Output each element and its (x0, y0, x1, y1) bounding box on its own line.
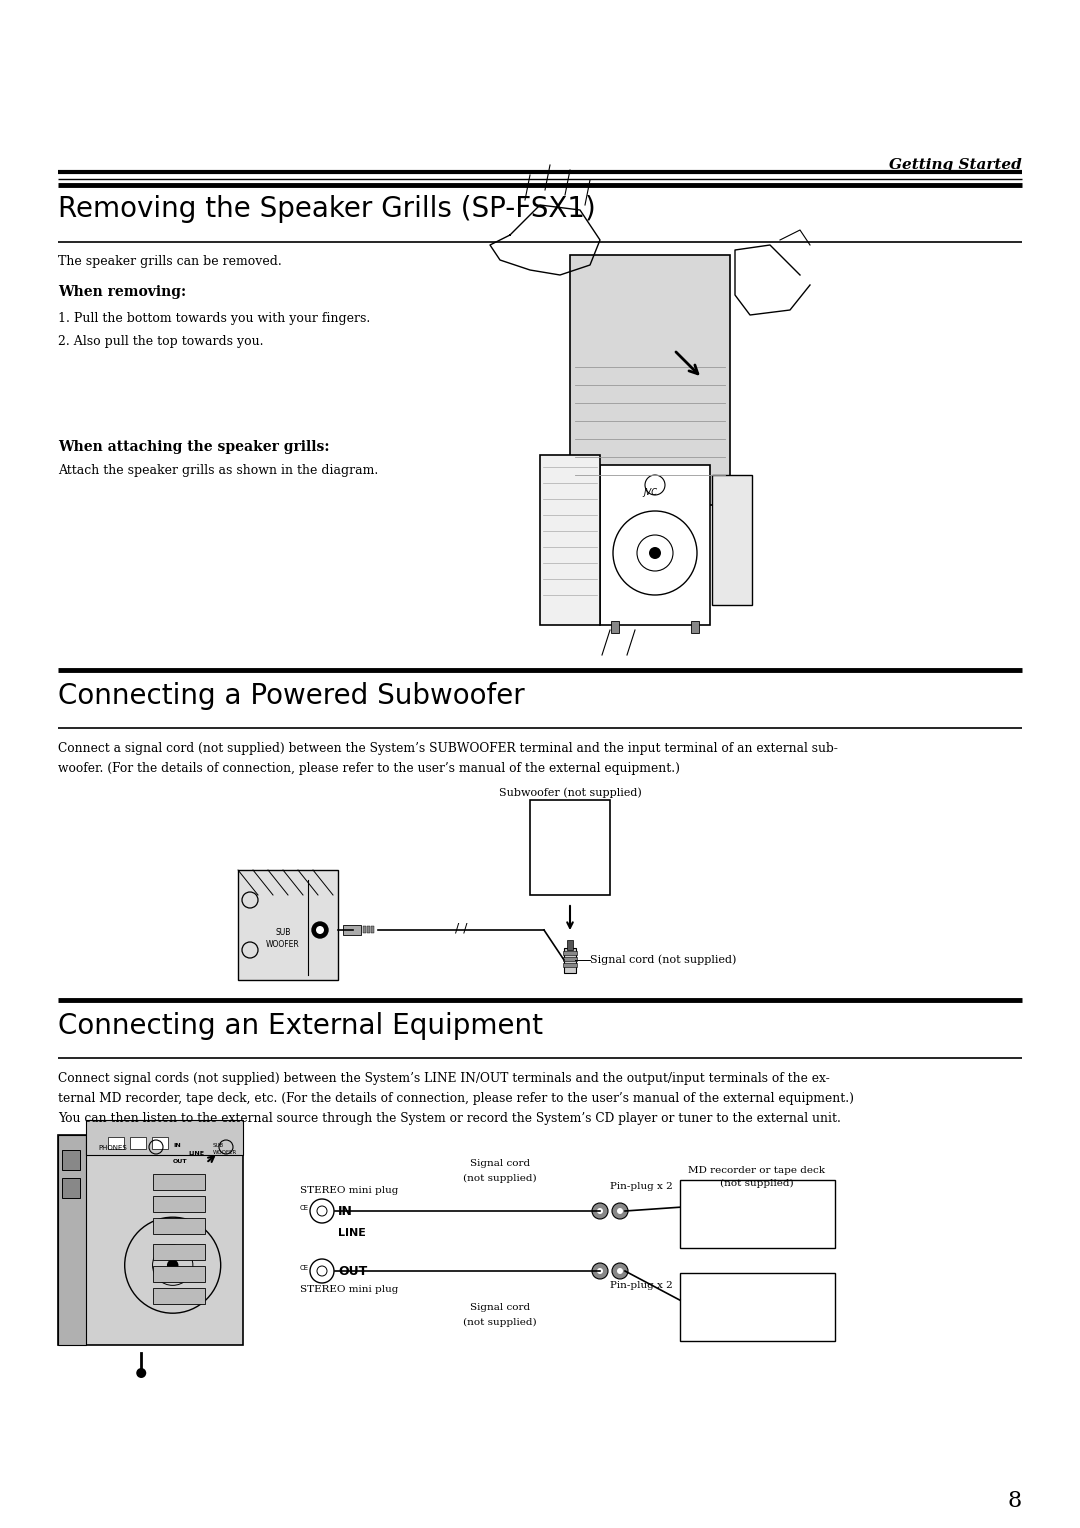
Bar (153, 1267, 205, 1282)
Text: When attaching the speaker grills:: When attaching the speaker grills: (58, 440, 329, 454)
Bar (153, 1244, 205, 1261)
Circle shape (597, 1268, 603, 1274)
Bar (153, 1174, 205, 1190)
Text: Getting Started: Getting Started (889, 157, 1022, 173)
Text: Pin-plug x 2: Pin-plug x 2 (610, 1280, 673, 1290)
Circle shape (592, 1203, 608, 1219)
Text: (not supplied): (not supplied) (720, 1180, 794, 1187)
Text: STEREO mini plug: STEREO mini plug (300, 1186, 399, 1195)
Text: WOOFER: WOOFER (213, 1151, 238, 1155)
Text: Connect signal cords (not supplied) between the System’s LINE IN/OUT terminals a: Connect signal cords (not supplied) betw… (58, 1073, 829, 1085)
Text: STEREO mini plug: STEREO mini plug (300, 1285, 399, 1294)
Bar (567, 940, 573, 950)
Bar (62, 1151, 80, 1170)
Text: Subwoofer (not supplied): Subwoofer (not supplied) (499, 787, 642, 798)
Text: / /: / / (455, 921, 468, 935)
Text: IN: IN (338, 1206, 353, 1218)
Text: Removing the Speaker Grills (SP-FSX1): Removing the Speaker Grills (SP-FSX1) (58, 196, 596, 223)
Text: (not supplied): (not supplied) (463, 1319, 537, 1328)
Bar (153, 1196, 205, 1212)
Text: WOOFER: WOOFER (266, 940, 300, 949)
Text: 1. Pull the bottom towards you with your fingers.: 1. Pull the bottom towards you with your… (58, 312, 370, 325)
Text: Connecting a Powered Subwoofer: Connecting a Powered Subwoofer (58, 681, 525, 711)
Text: Pin-plug x 2: Pin-plug x 2 (610, 1183, 673, 1190)
Text: woofer. (For the details of connection, please refer to the user’s manual of the: woofer. (For the details of connection, … (58, 762, 680, 775)
Text: OUT: OUT (338, 1265, 367, 1277)
Bar (611, 620, 619, 633)
Text: Attach the speaker grills as shown in the diagram.: Attach the speaker grills as shown in th… (58, 465, 378, 477)
Bar (62, 1178, 80, 1198)
Text: 8: 8 (1008, 1490, 1022, 1513)
Text: Signal cord: Signal cord (470, 1160, 530, 1167)
Bar (343, 924, 361, 935)
Text: CE: CE (300, 1206, 309, 1212)
Text: SUB: SUB (275, 927, 291, 937)
Text: Signal cord (not supplied): Signal cord (not supplied) (590, 955, 737, 966)
Text: When removing:: When removing: (58, 286, 186, 299)
Text: LINE: LINE (338, 1229, 366, 1238)
Circle shape (597, 1209, 603, 1215)
Text: LINE: LINE (188, 1151, 204, 1157)
Bar (372, 926, 374, 934)
Bar (540, 455, 600, 625)
Bar (712, 475, 752, 605)
Bar (600, 465, 710, 625)
Text: Connecting an External Equipment: Connecting an External Equipment (58, 1012, 543, 1041)
Bar (152, 1137, 168, 1149)
Circle shape (136, 1368, 146, 1378)
Bar (564, 947, 576, 973)
Text: Connect a signal cord (not supplied) between the System’s SUBWOOFER terminal and: Connect a signal cord (not supplied) bet… (58, 743, 838, 755)
Text: SUB: SUB (213, 1143, 225, 1148)
Text: IN: IN (173, 1143, 180, 1148)
Text: JVC: JVC (643, 487, 657, 497)
Circle shape (316, 926, 324, 934)
Text: You can then listen to the external source through the System or record the Syst: You can then listen to the external sour… (58, 1112, 841, 1125)
Circle shape (612, 1203, 627, 1219)
Bar (691, 620, 699, 633)
Bar (563, 963, 577, 967)
Text: MD recorder or tape deck: MD recorder or tape deck (689, 1166, 825, 1175)
Bar (153, 1218, 205, 1235)
Bar (563, 957, 577, 961)
Bar (363, 926, 366, 934)
Text: The speaker grills can be removed.: The speaker grills can be removed. (58, 255, 282, 267)
Bar (367, 926, 370, 934)
Bar (86, 1120, 243, 1155)
Circle shape (649, 547, 661, 559)
Bar (530, 801, 610, 895)
Text: ternal MD recorder, tape deck, etc. (For the details of connection, please refer: ternal MD recorder, tape deck, etc. (For… (58, 1093, 854, 1105)
Bar (130, 1137, 146, 1149)
Bar (680, 1273, 835, 1342)
Text: OUT: OUT (173, 1160, 188, 1164)
Circle shape (617, 1268, 623, 1274)
Bar (563, 950, 577, 955)
Circle shape (312, 921, 328, 938)
Bar (108, 1137, 124, 1149)
Circle shape (592, 1264, 608, 1279)
Bar (153, 1288, 205, 1303)
Text: Signal cord: Signal cord (470, 1303, 530, 1313)
Text: (not supplied): (not supplied) (463, 1174, 537, 1183)
Bar (680, 1180, 835, 1248)
Bar (58, 1135, 86, 1345)
Text: 2. Also pull the top towards you.: 2. Also pull the top towards you. (58, 335, 264, 348)
Circle shape (167, 1259, 178, 1271)
Text: PHONES: PHONES (98, 1144, 126, 1151)
Text: CE: CE (300, 1265, 309, 1271)
Bar (238, 869, 338, 979)
Bar (58, 1135, 243, 1345)
Circle shape (612, 1264, 627, 1279)
Bar (570, 255, 730, 504)
Circle shape (617, 1209, 623, 1215)
